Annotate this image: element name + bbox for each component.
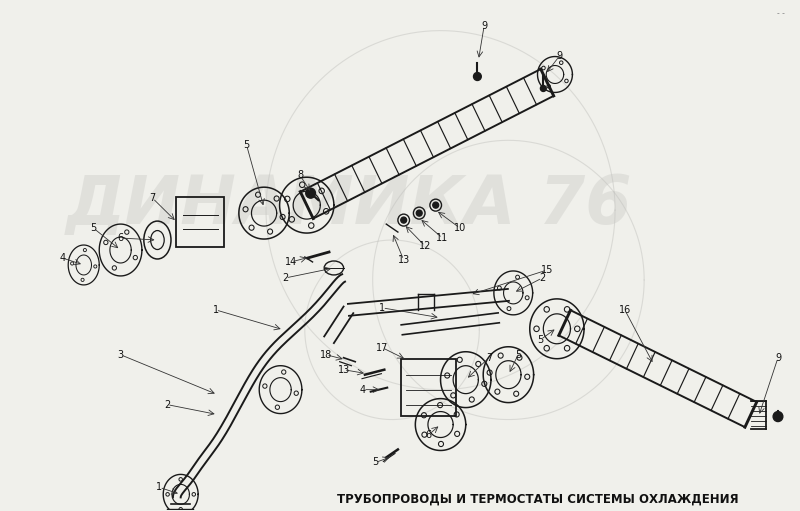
Circle shape [773, 411, 783, 422]
Circle shape [416, 210, 422, 216]
Text: 15: 15 [541, 265, 554, 275]
Text: 2: 2 [164, 400, 170, 410]
Text: 18: 18 [320, 350, 332, 360]
Text: 10: 10 [454, 223, 466, 233]
Circle shape [433, 202, 438, 208]
Text: 11: 11 [436, 233, 449, 243]
Text: 7: 7 [486, 353, 492, 363]
Circle shape [306, 188, 315, 198]
Text: 5: 5 [373, 457, 378, 468]
Text: 5: 5 [90, 223, 97, 233]
Text: 13: 13 [338, 365, 350, 375]
Text: ТРУБОПРОВОДЫ И ТЕРМОСТАТЫ СИСТЕМЫ ОХЛАЖДЕНИЯ: ТРУБОПРОВОДЫ И ТЕРМОСТАТЫ СИСТЕМЫ ОХЛАЖД… [337, 493, 738, 506]
Text: - -: - - [777, 9, 785, 18]
Text: 5: 5 [538, 335, 543, 345]
Text: 8: 8 [297, 170, 303, 180]
Circle shape [474, 73, 482, 80]
Text: 5: 5 [243, 141, 250, 150]
Text: 2: 2 [539, 273, 546, 283]
Text: 1: 1 [379, 303, 386, 313]
Text: 14: 14 [285, 257, 298, 267]
Text: 13: 13 [398, 255, 410, 265]
Circle shape [541, 85, 546, 91]
Text: 6: 6 [118, 233, 124, 243]
Text: ДИНАМИКА 76: ДИНАМИКА 76 [66, 172, 633, 238]
Text: 9: 9 [557, 51, 563, 60]
Text: 9: 9 [481, 20, 487, 31]
Text: 4: 4 [360, 385, 366, 394]
Text: 5: 5 [515, 350, 522, 360]
Text: 2: 2 [282, 273, 289, 283]
Text: 1: 1 [156, 482, 162, 493]
Text: 6: 6 [426, 430, 432, 439]
Text: 9: 9 [775, 353, 781, 363]
Text: 12: 12 [419, 241, 431, 251]
Text: 3: 3 [118, 350, 124, 360]
Text: 4: 4 [59, 253, 66, 263]
Text: 7: 7 [150, 193, 156, 203]
Text: 16: 16 [618, 305, 631, 315]
Circle shape [401, 217, 406, 223]
Text: 1: 1 [213, 305, 218, 315]
Text: 17: 17 [376, 343, 389, 353]
